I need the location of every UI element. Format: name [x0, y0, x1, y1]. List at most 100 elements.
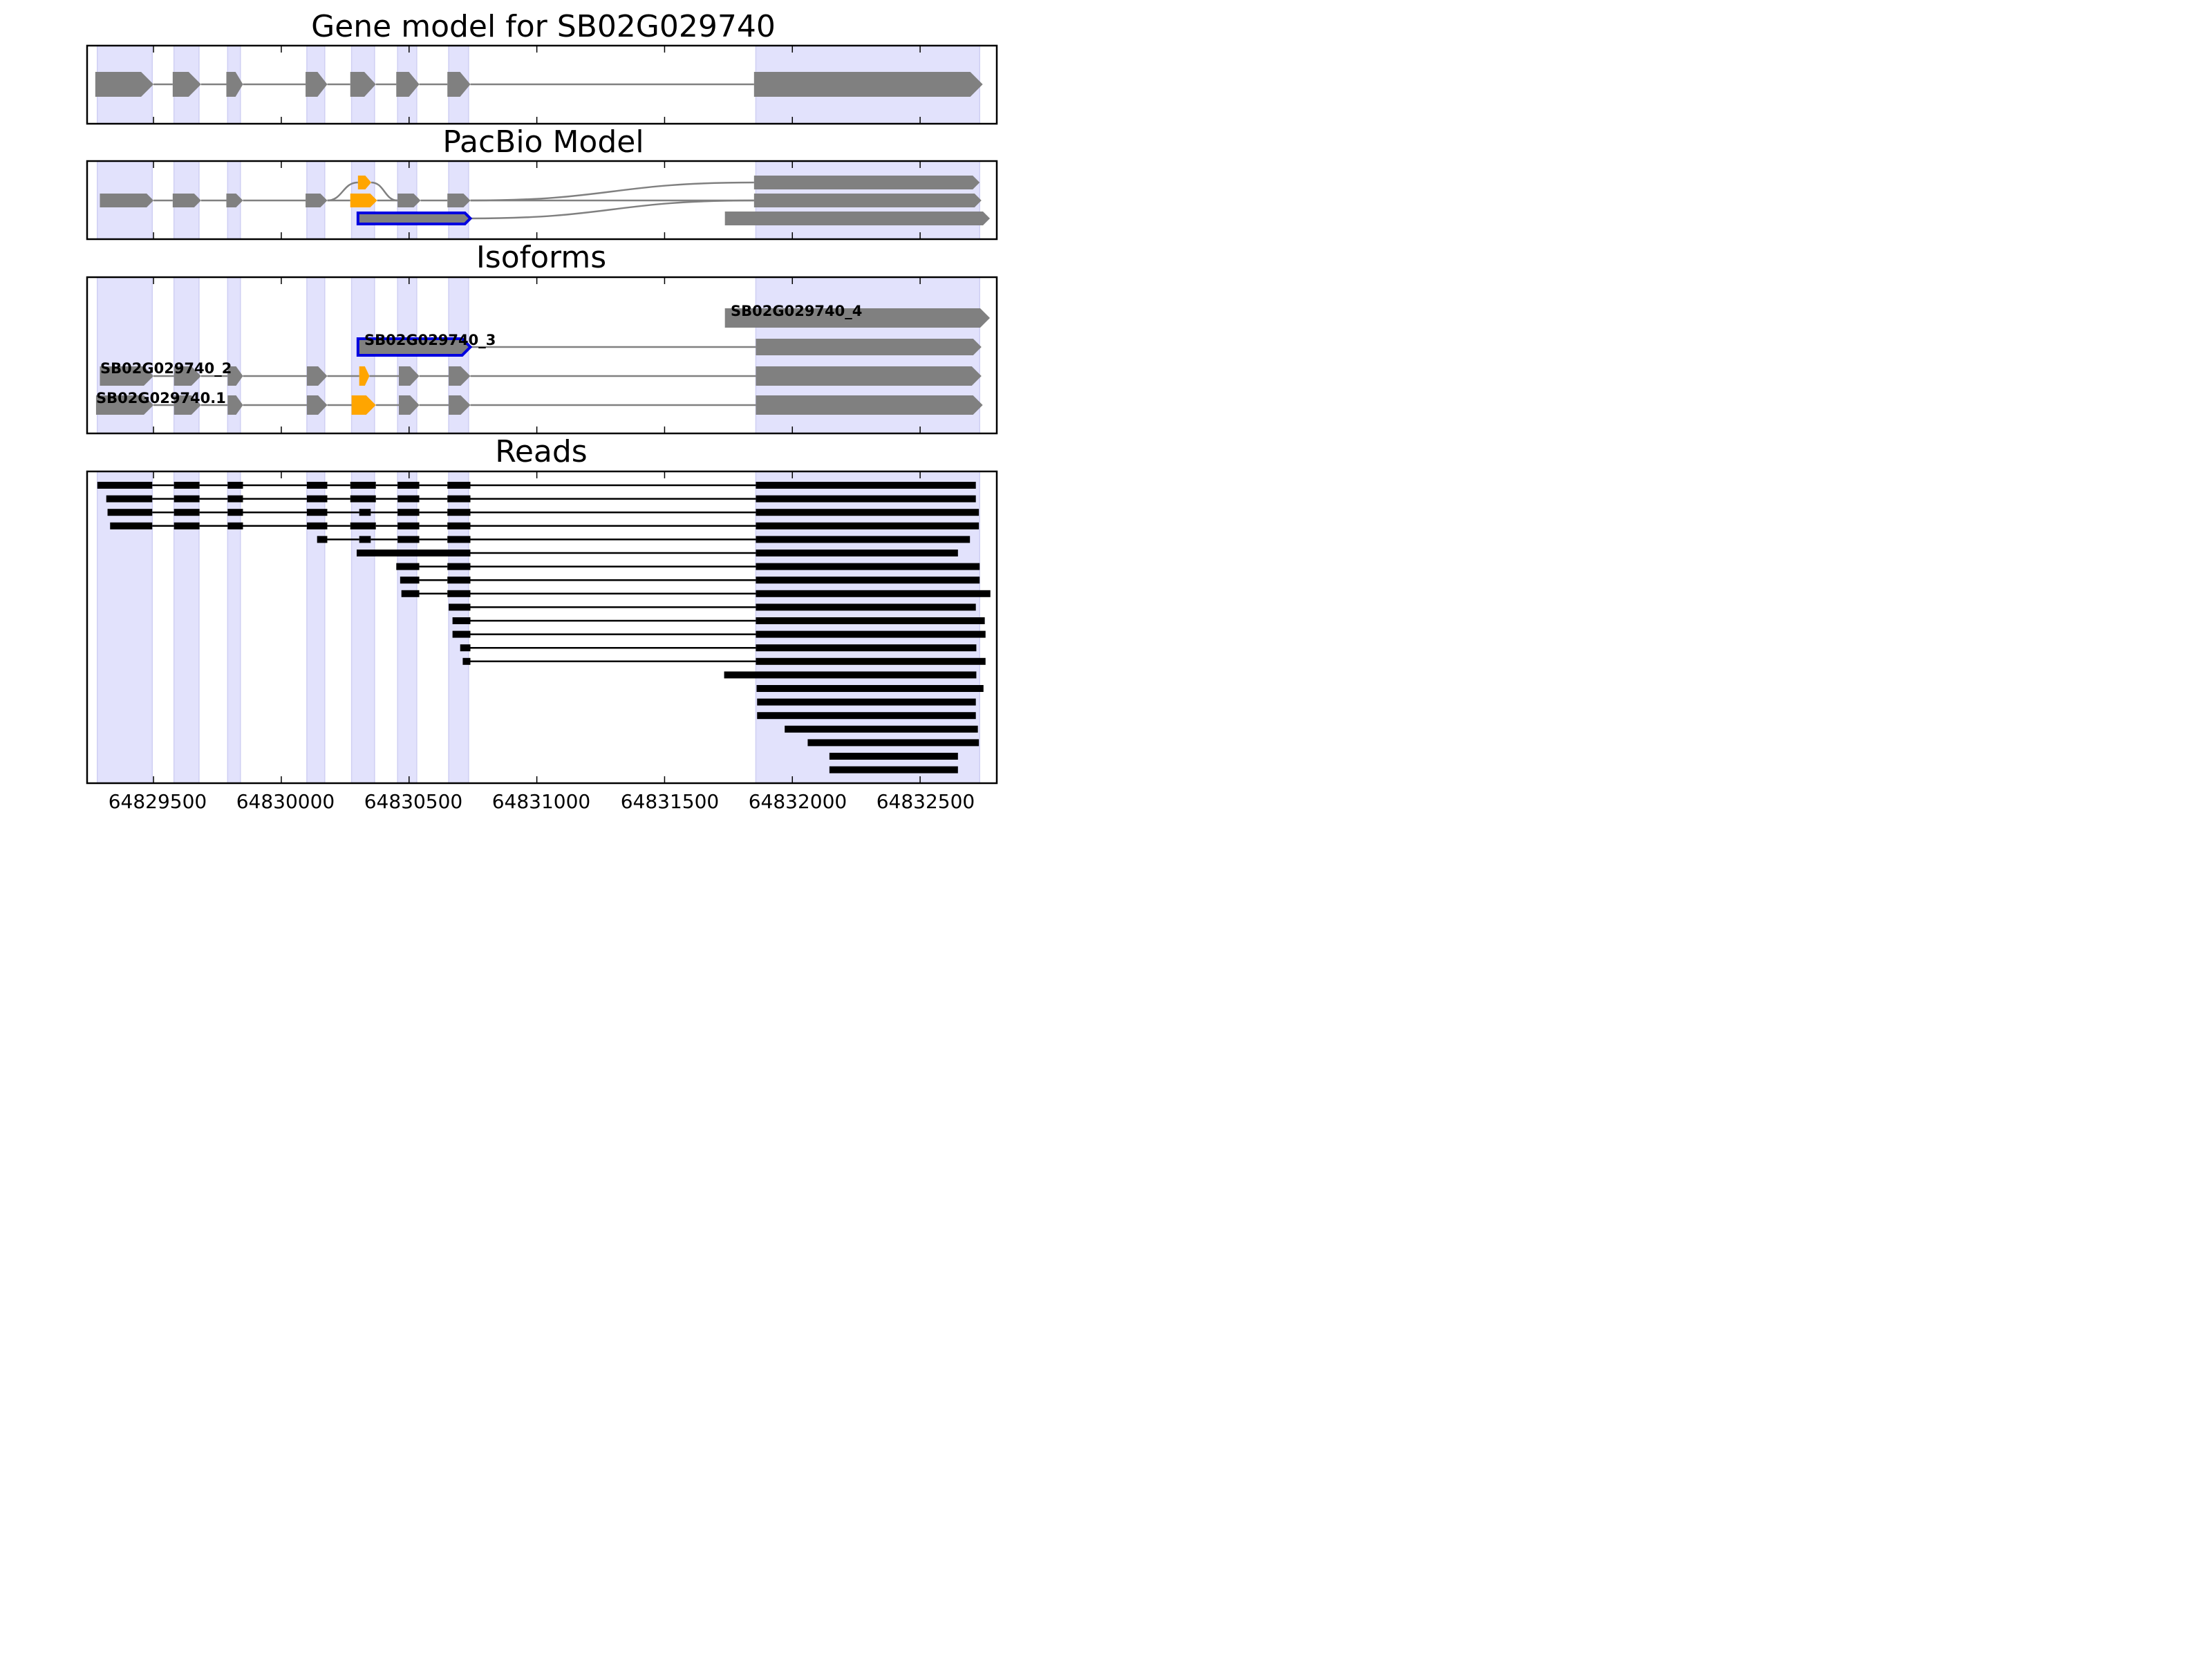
read-block: [756, 644, 977, 652]
highlighted-exon: [357, 176, 372, 189]
read-block: [350, 482, 376, 489]
exon: [306, 72, 328, 97]
read-block: [452, 617, 471, 624]
read-block: [460, 644, 471, 652]
read-block: [306, 522, 328, 529]
highlighted-exon: [350, 194, 377, 207]
read-block: [756, 590, 991, 597]
exon: [447, 194, 471, 207]
x-tick-label: 64831000: [492, 790, 591, 813]
exon: [306, 194, 328, 207]
read-block: [462, 657, 471, 665]
read-block: [397, 495, 420, 503]
read-block: [447, 482, 471, 489]
read-block: [829, 753, 958, 760]
x-tick-label: 64830500: [364, 790, 463, 813]
read-block: [97, 482, 153, 489]
reads-panel: [86, 470, 998, 785]
read-block: [174, 482, 200, 489]
panel-frame: [86, 44, 998, 125]
panel-frame: [86, 160, 998, 241]
x-tick-label: 64832500: [877, 790, 975, 813]
read-block: [447, 495, 471, 503]
panel-frame: [86, 470, 998, 785]
exon: [95, 395, 154, 415]
read-block: [452, 630, 471, 638]
exon: [226, 72, 243, 97]
exon: [100, 194, 154, 207]
read-block: [306, 509, 328, 516]
exon-region-shade: [448, 471, 469, 784]
exon: [397, 194, 421, 207]
read-block: [447, 509, 471, 516]
gene-model-panel: [86, 44, 998, 125]
exon: [172, 72, 201, 97]
exon: [724, 212, 991, 225]
read-block: [227, 495, 243, 503]
x-axis-tick-labels: 64829500 64830000 64830500 64831000 6483…: [109, 790, 975, 813]
exon: [95, 72, 154, 97]
read-block: [756, 536, 971, 543]
read-block: [106, 495, 153, 503]
read-block: [447, 590, 471, 597]
read-block: [401, 590, 420, 597]
read-block: [359, 536, 371, 543]
exon: [306, 395, 328, 415]
panel-frame: [86, 276, 998, 435]
exon: [753, 194, 982, 207]
x-tick-label: 64832000: [749, 790, 847, 813]
exon: [172, 194, 201, 207]
read-block: [227, 522, 243, 529]
read-block: [829, 766, 958, 774]
isoform-label: SB02G029740.1: [96, 390, 226, 406]
intron-line: [470, 199, 754, 220]
highlighted-exon: [351, 395, 376, 415]
highlighted-exon: [359, 366, 370, 386]
selected-exon: [356, 337, 473, 357]
read-block: [756, 657, 986, 665]
exon-region-shade: [306, 471, 326, 784]
read-block: [447, 522, 471, 529]
read-block: [447, 536, 471, 543]
isoforms-title: Isoforms: [476, 240, 606, 275]
read-block: [447, 577, 471, 584]
exon: [756, 339, 982, 355]
read-block: [756, 522, 980, 529]
exon: [753, 72, 983, 97]
pacbio-model-title: PacBio Model: [442, 124, 644, 160]
x-tick-label: 64829500: [109, 790, 207, 813]
exon: [756, 366, 982, 386]
exon-region-shade: [173, 471, 200, 784]
exon-region-shade: [755, 471, 980, 784]
exon: [396, 72, 420, 97]
gene-structure-figure: Gene model for SB02G029740 PacBio Model …: [86, 9, 998, 813]
read-block: [350, 495, 376, 503]
reads-title: Reads: [495, 434, 587, 469]
selected-exon: [356, 212, 473, 225]
read-block: [397, 536, 420, 543]
isoform-label: SB02G029740_3: [364, 332, 496, 348]
isoform-label: SB02G029740_2: [100, 360, 232, 377]
exon: [724, 308, 991, 328]
read-block: [785, 725, 978, 733]
read-block: [110, 522, 153, 529]
read-block: [227, 482, 243, 489]
exon: [449, 395, 471, 415]
read-block: [350, 522, 376, 529]
read-block: [107, 509, 153, 516]
read-block: [227, 509, 243, 516]
read-block: [756, 482, 976, 489]
read-block: [447, 563, 471, 570]
intron-line: [327, 181, 358, 202]
read-block: [756, 685, 984, 692]
exon-region-shade: [397, 471, 418, 784]
read-block: [724, 671, 977, 679]
gene-model-title: Gene model for SB02G029740: [311, 9, 776, 44]
exon-region-shade: [97, 471, 153, 784]
read-block: [396, 563, 420, 570]
read-block: [174, 495, 200, 503]
read-block: [317, 536, 328, 543]
read-block: [757, 698, 976, 706]
read-block: [756, 603, 976, 611]
exon: [174, 366, 201, 386]
